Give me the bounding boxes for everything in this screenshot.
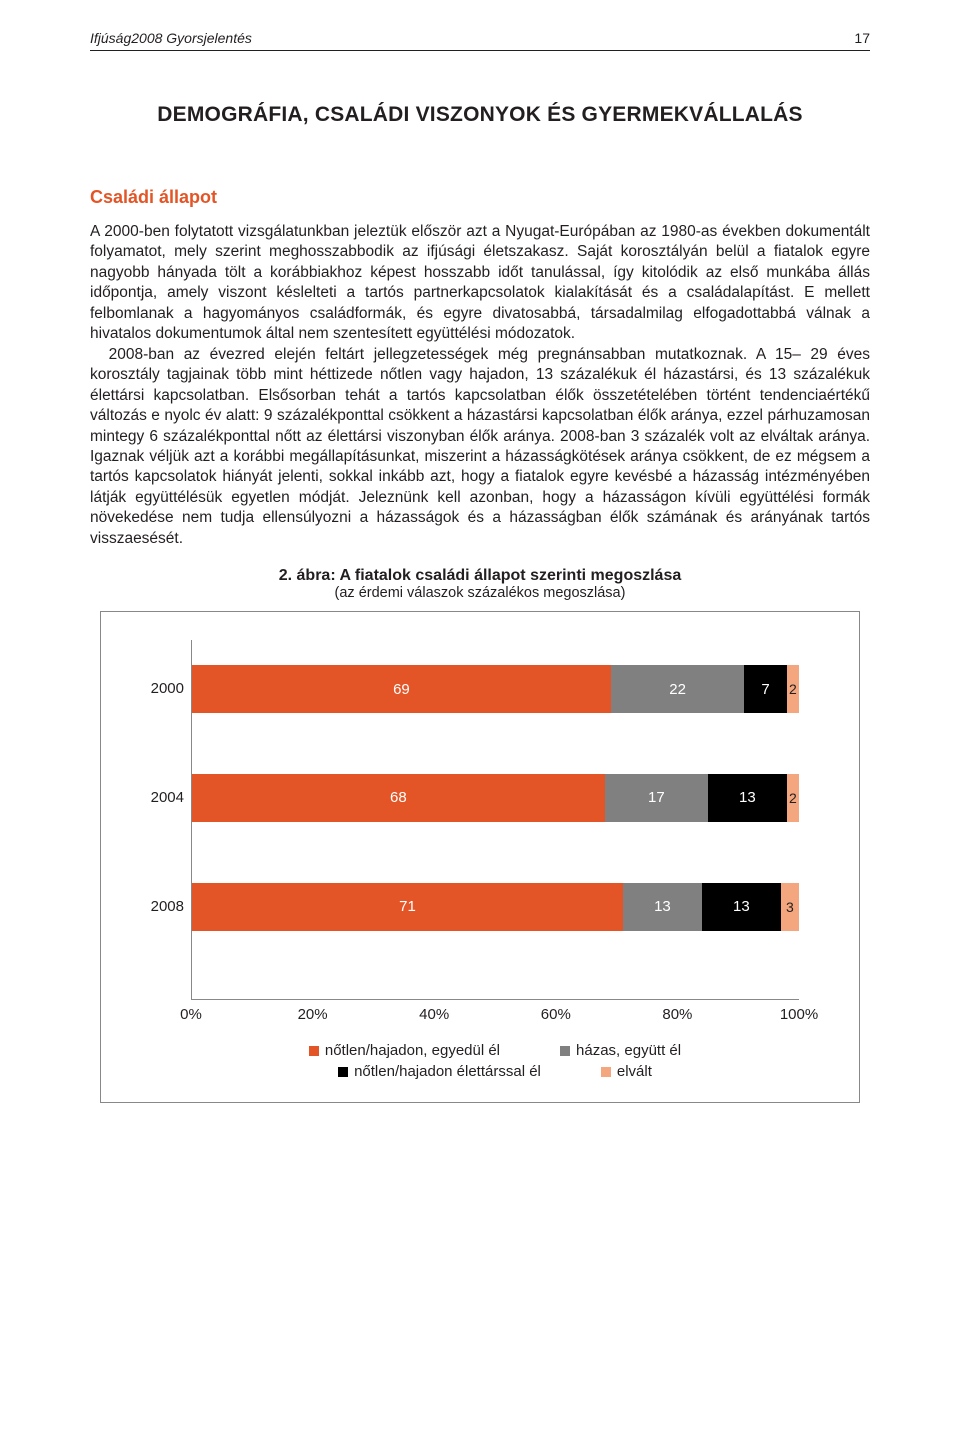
chart-legend: nőtlen/hajadon, egyedül él házas, együtt … bbox=[191, 1042, 799, 1084]
x-tick-label: 40% bbox=[419, 1006, 449, 1023]
figure-subtitle: (az érdemi válaszok százalékos megoszlás… bbox=[90, 585, 870, 601]
legend-item: nőtlen/hajadon, egyedül él bbox=[309, 1042, 500, 1059]
running-title: Ifjúság2008 Gyorsjelentés bbox=[90, 30, 252, 46]
legend-label: házas, együtt él bbox=[576, 1042, 681, 1059]
legend-item: elvált bbox=[601, 1063, 652, 1080]
running-header: Ifjúság2008 Gyorsjelentés 17 bbox=[90, 30, 870, 46]
bar-row: 20046817132 bbox=[192, 774, 799, 822]
legend-swatch bbox=[560, 1046, 570, 1056]
legend-swatch bbox=[601, 1067, 611, 1077]
bar-segment: 22 bbox=[611, 665, 745, 713]
bar-segment: 13 bbox=[702, 883, 781, 931]
x-tick-label: 80% bbox=[662, 1006, 692, 1023]
bar-segment: 2 bbox=[787, 665, 799, 713]
paragraph-text: A 2000-ben folytatott vizsgálatunkban je… bbox=[90, 223, 870, 342]
paragraph-text: 2008-ban az évezred elején feltárt jelle… bbox=[90, 346, 870, 547]
page-number: 17 bbox=[854, 30, 870, 46]
bar-segment: 7 bbox=[744, 665, 786, 713]
bar-segment: 3 bbox=[781, 883, 799, 931]
legend-label: nőtlen/hajadon, egyedül él bbox=[325, 1042, 500, 1059]
x-tick-label: 0% bbox=[180, 1006, 202, 1023]
bar-segment: 69 bbox=[192, 665, 611, 713]
header-rule bbox=[90, 50, 870, 51]
bar-segment: 13 bbox=[708, 774, 787, 822]
legend-label: elvált bbox=[617, 1063, 652, 1080]
x-tick-label: 60% bbox=[541, 1006, 571, 1023]
x-tick-label: 100% bbox=[780, 1006, 818, 1023]
legend-item: nőtlen/hajadon élettárssal él bbox=[338, 1063, 541, 1080]
x-tick-label: 20% bbox=[298, 1006, 328, 1023]
plot-area: 20006922722004681713220087113133 bbox=[191, 640, 799, 1000]
legend-label: nőtlen/hajadon élettárssal él bbox=[354, 1063, 541, 1080]
bar-segment: 2 bbox=[787, 774, 799, 822]
body-paragraph: A 2000-ben folytatott vizsgálatunkban je… bbox=[90, 222, 870, 549]
bar-row: 2000692272 bbox=[192, 665, 799, 713]
x-axis-ticks: 0%20%40%60%80%100% bbox=[191, 1006, 799, 1028]
legend-swatch bbox=[309, 1046, 319, 1056]
legend-swatch bbox=[338, 1067, 348, 1077]
legend-item: házas, együtt él bbox=[560, 1042, 681, 1059]
bar-segment: 68 bbox=[192, 774, 605, 822]
bar-segment: 17 bbox=[605, 774, 708, 822]
legend-row: nőtlen/hajadon, egyedül él házas, együtt … bbox=[191, 1042, 799, 1059]
chapter-title: DEMOGRÁFIA, CSALÁDI VISZONYOK ÉS GYERMEK… bbox=[90, 103, 870, 127]
figure-title: 2. ábra: A fiatalok családi állapot szer… bbox=[90, 567, 870, 585]
chart-container: 20006922722004681713220087113133 0%20%40… bbox=[100, 611, 860, 1103]
y-tick-label: 2008 bbox=[132, 883, 184, 931]
bar-segment: 71 bbox=[192, 883, 623, 931]
bar-segment: 13 bbox=[623, 883, 702, 931]
legend-row: nőtlen/hajadon élettárssal él elvált bbox=[191, 1063, 799, 1080]
y-tick-label: 2004 bbox=[132, 774, 184, 822]
section-heading: Családi állapot bbox=[90, 187, 870, 208]
y-tick-label: 2000 bbox=[132, 665, 184, 713]
bar-row: 20087113133 bbox=[192, 883, 799, 931]
